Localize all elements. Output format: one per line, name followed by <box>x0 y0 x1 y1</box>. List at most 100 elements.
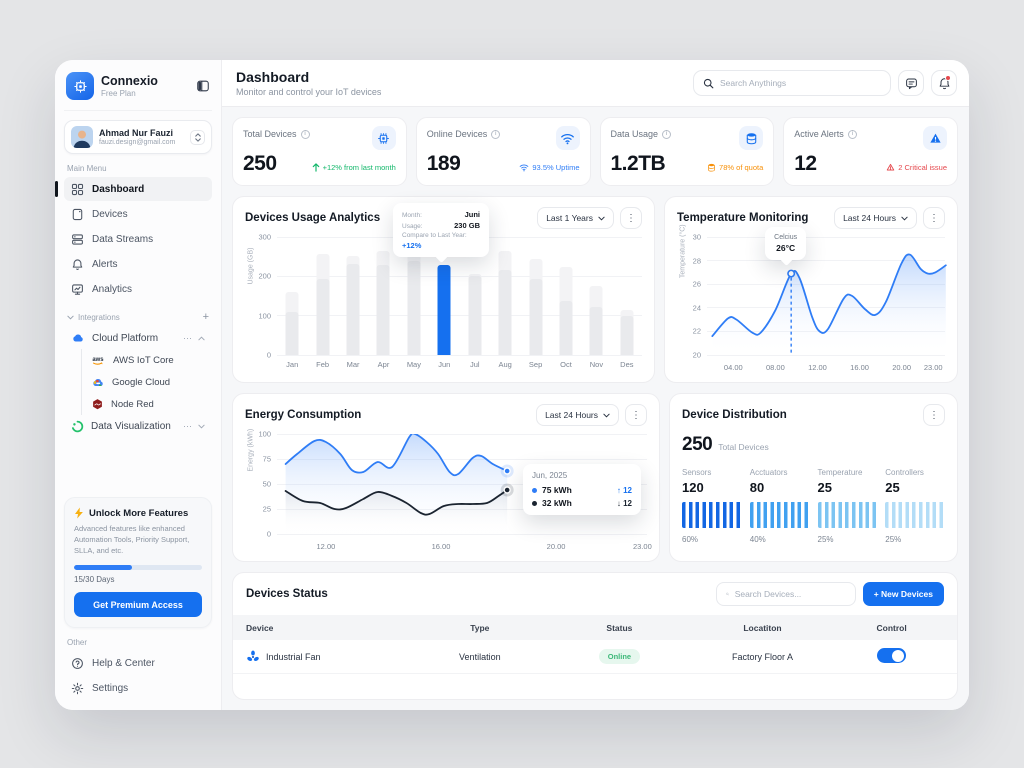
dashboard-icon <box>71 183 84 196</box>
device-location: Factory Floor A <box>731 651 793 662</box>
energy-range-select[interactable]: Last 24 Hours <box>536 404 619 426</box>
distribution-group-acctuators: Acctuators 80 40% <box>749 468 810 544</box>
info-icon: i <box>491 129 501 139</box>
usage-range-select[interactable]: Last 1 Years <box>537 207 614 229</box>
temperature-range-select[interactable]: Last 24 Hours <box>834 207 917 229</box>
usage-analytics-panel: Devices Usage Analytics Last 1 Years ⋮ U… <box>232 196 655 383</box>
sidebar-item-help-center[interactable]: Help & Center <box>64 651 212 675</box>
sidebar-collapse-button[interactable] <box>196 79 210 93</box>
distribution-group-percent: 25% <box>885 535 902 544</box>
distribution-group-value: 120 <box>682 480 704 495</box>
stat-title-text: Data Usage <box>610 129 659 139</box>
integration-child-google-cloud[interactable]: Google Cloud <box>91 371 212 393</box>
y-tick-label: 22 <box>692 326 701 336</box>
integration-label: Data Visualization <box>91 420 171 432</box>
integration-actions: ⋯ <box>183 333 205 344</box>
device-toggle[interactable] <box>877 648 907 663</box>
sidebar-item-data-streams[interactable]: Data Streams <box>64 227 212 251</box>
integration-cloud-platform[interactable]: Cloud Platform ⋯ <box>64 327 212 349</box>
user-profile-card[interactable]: Ahmad Nur Fauzi fauzi.design@gmail.com <box>64 120 212 154</box>
devices-search-input[interactable] <box>734 589 846 599</box>
x-tick-label: 20.00 <box>546 542 566 551</box>
sidebar-item-devices[interactable]: Devices <box>64 202 212 226</box>
usage-menu-button[interactable]: ⋮ <box>620 207 642 229</box>
distribution-menu-button[interactable]: ⋮ <box>923 404 945 426</box>
integrations-label: Integrations <box>78 312 120 322</box>
usage-x-axis: Jan Feb Mar Apr May Jun Jul Aug Sep Oct Nov Des <box>277 360 642 369</box>
y-tick-label: 25 <box>262 504 271 514</box>
chevron-down-icon <box>901 216 908 221</box>
bars-layer <box>277 237 642 355</box>
more-icon[interactable]: ⋯ <box>183 332 192 343</box>
device-name: Industrial Fan <box>266 651 321 662</box>
integration-data-visualization[interactable]: Data Visualization ⋯ <box>64 415 212 437</box>
stat-card-active-alerts: Active Alerts i 12 2 Critical issue <box>783 117 958 186</box>
x-tick-label: 23.00 <box>923 363 943 372</box>
usage-tooltip: Month: Juni Usage: 230 GB Compare to Last … <box>393 203 489 263</box>
help-icon <box>71 657 84 670</box>
energy-tooltip-delta: ↓ 12 <box>616 498 632 508</box>
devices-icon <box>71 208 84 221</box>
new-devices-button[interactable]: + New Devices <box>862 582 944 606</box>
y-tick-label: 300 <box>258 232 271 242</box>
gridline <box>707 307 945 309</box>
chevron-up-icon[interactable] <box>198 335 205 341</box>
gridline <box>277 275 642 277</box>
integration-child-node-red[interactable]: Node Red <box>91 393 212 415</box>
chevron-down-icon[interactable] <box>198 424 205 429</box>
bar-apr <box>368 237 398 355</box>
bar-value <box>498 270 512 355</box>
database-icon <box>739 126 764 150</box>
sidebar-item-alerts[interactable]: Alerts <box>64 252 212 276</box>
wifi-icon <box>519 163 529 172</box>
dataviz-icon <box>71 420 84 433</box>
notifications-button[interactable] <box>931 70 957 96</box>
stat-value: 12 <box>794 152 817 175</box>
temperature-panel-title: Temperature Monitoring <box>677 212 809 224</box>
temperature-tooltip: Celcius 26°C <box>765 226 807 266</box>
usage-bar-chart: 0 100 200 300 <box>258 233 642 360</box>
sidebar-item-analytics[interactable]: Analytics <box>64 277 212 301</box>
bar-value <box>589 307 603 355</box>
energy-menu-button[interactable]: ⋮ <box>625 404 647 426</box>
analytics-icon <box>71 283 84 296</box>
y-tick-label: 75 <box>262 454 271 464</box>
table-row[interactable]: Industrial Fan Ventilation Online Factory F… <box>233 640 957 674</box>
temperature-panel: Temperature Monitoring Last 24 Hours ⋮ T… <box>664 196 958 383</box>
get-premium-button[interactable]: Get Premium Access <box>74 592 202 617</box>
energy-x-axis: 12.00 16.00 20.00 23.00 <box>277 539 652 551</box>
distribution-group-label: Controllers <box>885 468 924 477</box>
alerts-icon <box>71 258 84 271</box>
energy-tooltip-row: 32 kWh ↓ 12 <box>532 498 632 508</box>
integration-child-label: Google Cloud <box>112 376 171 388</box>
integration-child-aws-iot-core[interactable]: aws AWS IoT Core <box>91 349 212 371</box>
more-icon[interactable]: ⋯ <box>183 420 192 431</box>
energy-tooltip-value: 75 kWh <box>542 485 572 495</box>
add-integration-button[interactable]: + <box>202 311 209 323</box>
devices-search[interactable] <box>715 582 856 606</box>
search-icon <box>725 592 729 596</box>
gridline <box>277 433 647 435</box>
sidebar-item-settings[interactable]: Settings <box>64 676 212 700</box>
distribution-group-percent: 40% <box>749 535 766 544</box>
energy-tooltip-row: 75 kWh ↑ 12 <box>532 485 632 495</box>
table-header-row: Device Type Status Locatiton Control <box>233 615 957 640</box>
distribution-groups: Sensors 120 60% Acctuators 80 40% Temperature 2… <box>682 468 945 544</box>
global-search[interactable] <box>693 70 891 96</box>
profile-selector-icon[interactable] <box>190 129 205 145</box>
distribution-striped-bar <box>682 502 742 528</box>
avatar <box>71 126 93 148</box>
sidebar-item-label: Alerts <box>92 258 118 270</box>
messages-button[interactable] <box>898 70 924 96</box>
bar-value <box>376 264 390 355</box>
y-tick-label: 0 <box>266 350 271 360</box>
x-tick-label: 08.00 <box>766 363 785 372</box>
sidebar-item-label: Help & Center <box>92 657 155 669</box>
search-input[interactable] <box>720 78 881 88</box>
column-header-device: Device <box>246 622 274 633</box>
energy-tooltip-delta: ↑ 12 <box>616 485 632 495</box>
sidebar-item-dashboard[interactable]: Dashboard <box>55 177 212 201</box>
x-tick-label: Des <box>620 360 634 369</box>
temperature-menu-button[interactable]: ⋮ <box>923 207 945 229</box>
fan-icon <box>246 650 260 664</box>
